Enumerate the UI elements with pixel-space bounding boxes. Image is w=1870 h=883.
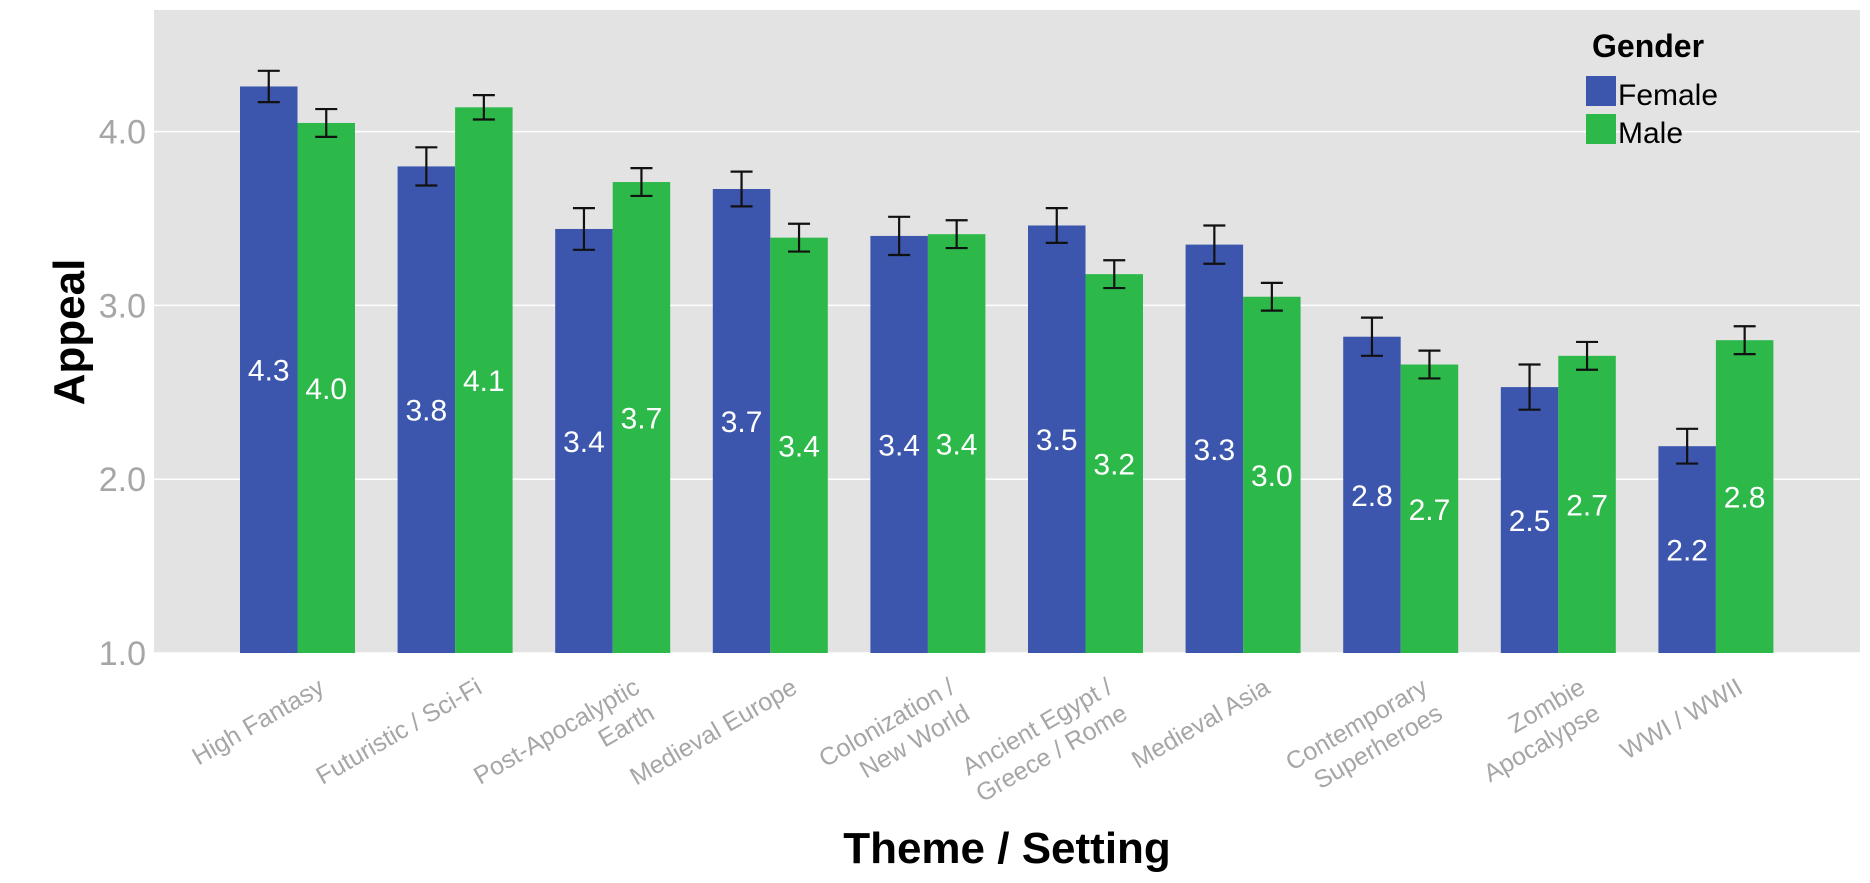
error-bar xyxy=(572,207,595,251)
x-tick-label: Post-ApocalypticEarth xyxy=(469,673,659,816)
legend-label-male: Male xyxy=(1618,117,1683,150)
y-axis-ticks: 1.0 2.0 3.0 4.0 xyxy=(99,114,146,673)
bar-male xyxy=(770,237,828,654)
legend-swatch-female xyxy=(1586,76,1616,106)
bar-value-label: 3.7 xyxy=(621,403,663,436)
error-bar xyxy=(1418,349,1441,380)
bar-value-label: 4.3 xyxy=(248,355,290,388)
y-tick-label: 4.0 xyxy=(99,114,146,152)
error-bar xyxy=(788,222,811,253)
bar-female xyxy=(1185,244,1244,654)
error-bar xyxy=(472,94,495,121)
x-tick-label: Colonization /New World xyxy=(814,673,974,799)
error-bar xyxy=(945,219,968,250)
legend-swatch-male xyxy=(1586,114,1616,144)
y-tick-label: 3.0 xyxy=(99,287,146,325)
bars: 4.3 4.0 3.8 4.1 3.4 3.7 3.7 3.4 3.4 3.4 3.5 3.2 3.3 3… xyxy=(240,69,1774,654)
bar-value-label: 3.7 xyxy=(721,406,763,439)
bar-value-label: 2.7 xyxy=(1566,489,1608,522)
error-bar xyxy=(1676,427,1699,465)
error-bar xyxy=(1733,325,1756,356)
x-tick-label: Medieval Asia xyxy=(1127,673,1275,774)
error-bar xyxy=(1103,259,1126,290)
bar-value-label: 2.7 xyxy=(1409,494,1451,527)
bar-male xyxy=(1558,355,1616,653)
error-bar xyxy=(730,170,753,208)
x-tick-label: WWI / WWII xyxy=(1616,673,1748,765)
error-bar xyxy=(1203,224,1226,265)
x-tick-label: Futuristic / Sci-Fi xyxy=(311,673,486,790)
bar-value-label: 3.4 xyxy=(878,429,920,462)
bar-female xyxy=(1028,225,1086,654)
bar-female xyxy=(712,188,771,653)
bar-value-label: 3.5 xyxy=(1036,424,1078,457)
error-bar xyxy=(257,69,280,104)
bar-male xyxy=(455,107,513,654)
bar-male xyxy=(927,234,986,653)
error-bar xyxy=(1045,207,1068,244)
bar-value-label: 3.0 xyxy=(1251,460,1293,493)
error-bar xyxy=(1576,340,1599,371)
y-tick-label: 1.0 xyxy=(99,635,146,673)
bar-value-label: 2.2 xyxy=(1666,535,1708,568)
bar-value-label: 3.2 xyxy=(1093,449,1135,482)
bar-value-label: 3.4 xyxy=(778,430,820,463)
x-axis-title: Theme / Setting xyxy=(843,824,1171,873)
error-bar xyxy=(315,107,338,138)
error-bar xyxy=(415,146,438,187)
bar-value-label: 3.8 xyxy=(405,395,447,428)
bar-male xyxy=(1243,296,1301,653)
bar-female xyxy=(1500,387,1559,653)
bar-value-label: 4.1 xyxy=(463,365,505,398)
bar-value-label: 2.8 xyxy=(1351,480,1393,513)
legend: Gender Female Male xyxy=(1586,28,1718,150)
error-bar xyxy=(888,215,911,257)
bar-male xyxy=(1085,274,1143,653)
y-tick-label: 2.0 xyxy=(99,461,146,499)
y-axis-title: Appeal xyxy=(45,259,94,406)
bar-female xyxy=(1343,336,1401,653)
legend-title: Gender xyxy=(1592,28,1704,64)
bar-male xyxy=(612,182,671,653)
bar-female xyxy=(240,86,298,654)
legend-label-female: Female xyxy=(1618,79,1718,112)
error-bar xyxy=(1360,316,1383,357)
x-tick-label: Ancient Egypt /Greece / Rome xyxy=(956,673,1132,808)
bar-value-label: 3.3 xyxy=(1193,434,1235,467)
error-bar xyxy=(1260,281,1283,312)
bar-male xyxy=(1715,340,1774,653)
bar-value-label: 2.8 xyxy=(1724,482,1766,515)
bar-value-label: 3.4 xyxy=(936,429,978,462)
bar-female xyxy=(555,228,613,653)
bar-female xyxy=(397,166,456,654)
x-tick-label: Medieval Europe xyxy=(625,673,801,791)
x-tick-label: High Fantasy xyxy=(187,673,329,771)
x-tick-label: ZombieApocalypse xyxy=(1464,673,1605,788)
bar-female xyxy=(870,235,928,653)
bar-female xyxy=(1658,446,1716,653)
bar-value-label: 4.0 xyxy=(305,373,347,406)
bar-value-label: 3.4 xyxy=(563,426,605,459)
bar-male xyxy=(297,122,355,653)
bar-male xyxy=(1400,364,1459,653)
x-tick-label: ContemporarySuperheroes xyxy=(1281,673,1448,803)
error-bar xyxy=(630,167,653,198)
bar-value-label: 2.5 xyxy=(1509,505,1551,538)
error-bar xyxy=(1518,363,1541,411)
